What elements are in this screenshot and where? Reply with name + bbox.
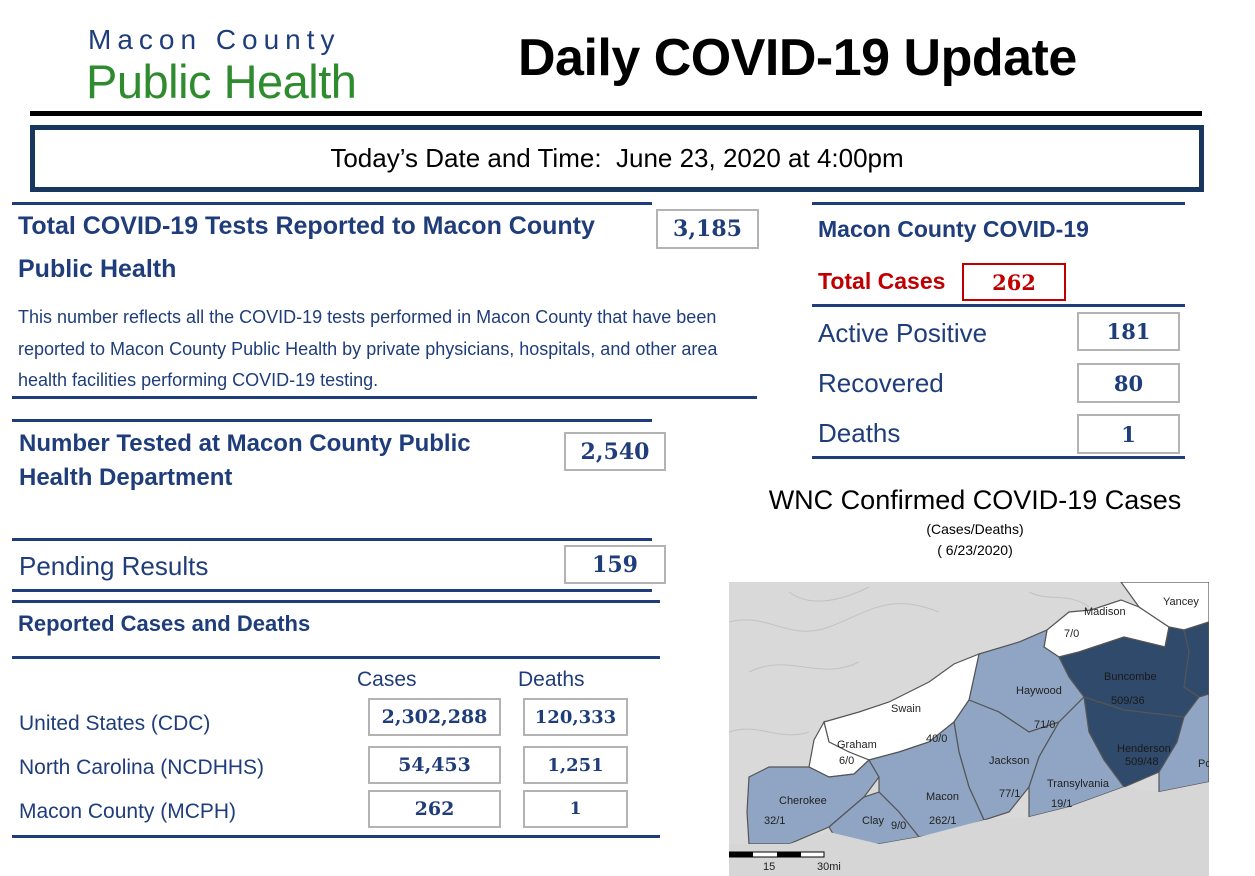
section-divider — [12, 419, 652, 422]
cases-column-header: Cases — [357, 668, 417, 691]
map-title: WNC Confirmed COVID-19 Cases — [768, 485, 1182, 515]
section-divider — [12, 202, 652, 205]
deaths-label: Deaths — [818, 418, 901, 448]
map-date: ( 6/23/2020) — [937, 542, 1013, 558]
active-positive-label: Active Positive — [818, 318, 988, 348]
map-label-madison: Madison — [1084, 606, 1126, 618]
wnc-county-map: Madison 7/0 Yancey Buncombe 509/36 Haywo… — [729, 582, 1209, 876]
section-divider — [812, 304, 1185, 307]
section-divider — [812, 202, 1185, 205]
map-label-graham: Graham — [837, 739, 877, 751]
map-value-cherokee: 32/1 — [764, 815, 785, 827]
page-title: Daily COVID-19 Update — [518, 29, 1077, 87]
reported-deaths-value: 120,333 — [523, 698, 628, 736]
date-time-banner: Today’s Date and Time: June 23, 2020 at … — [30, 125, 1204, 192]
section-divider — [812, 456, 1185, 459]
section-divider — [12, 589, 652, 592]
recovered-label: Recovered — [818, 368, 944, 398]
map-value-clay: 9/0 — [891, 820, 906, 832]
tested-at-mcph-heading-line2: Health Department — [19, 464, 233, 491]
reported-cases-value: 54,453 — [368, 746, 501, 784]
reported-row-label: Macon County (MCPH) — [19, 800, 237, 823]
active-positive-value: 181 — [1077, 312, 1180, 351]
map-label-yancey: Yancey — [1163, 596, 1199, 608]
reported-row-label: United States (CDC) — [19, 712, 211, 735]
reported-heading: Reported Cases and Deaths — [18, 611, 311, 636]
map-label-clay: Clay — [862, 815, 885, 827]
recovered-value: 80 — [1077, 363, 1180, 403]
map-value-buncombe: 509/36 — [1111, 695, 1145, 707]
map-value-madison: 7/0 — [1064, 628, 1079, 640]
section-divider — [12, 835, 660, 838]
deaths-value: 1 — [1077, 414, 1180, 454]
map-value-jackson: 77/1 — [999, 788, 1020, 800]
map-label-transylvania: Transylvania — [1047, 778, 1110, 790]
title-divider — [30, 111, 1202, 116]
map-label-cherokee: Cherokee — [779, 795, 827, 807]
map-scale-bar: 15 30mi — [729, 851, 841, 873]
reported-cases-value: 2,302,288 — [368, 698, 501, 736]
reported-cases-value: 262 — [368, 790, 501, 828]
map-value-swain: 40/0 — [926, 733, 947, 745]
map-label-swain: Swain — [891, 703, 921, 715]
tested-at-mcph-value: 2,540 — [564, 432, 666, 471]
map-value-graham: 6/0 — [839, 755, 854, 767]
section-divider — [12, 656, 660, 659]
map-label-haywood: Haywood — [1016, 685, 1062, 697]
total-tests-description: This number reflects all the COVID-19 te… — [18, 307, 718, 390]
total-tests-value: 3,185 — [656, 209, 759, 249]
map-value-henderson: 509/48 — [1125, 756, 1159, 768]
pending-label: Pending Results — [19, 551, 209, 581]
macon-summary-heading: Macon County COVID-19 — [818, 216, 1089, 242]
map-label-polk: Po — [1198, 758, 1209, 770]
deaths-column-header: Deaths — [518, 668, 585, 691]
map-value-transylvania: 19/1 — [1051, 798, 1072, 810]
county-east-edge — [1183, 621, 1209, 698]
section-divider — [12, 538, 652, 541]
logo-line-macon-county: Macon County — [88, 24, 341, 55]
map-label-henderson: Henderson — [1117, 743, 1171, 755]
reported-deaths-value: 1,251 — [523, 746, 628, 784]
section-divider — [12, 600, 660, 603]
logo-line-public-health: Public Health — [86, 55, 357, 108]
total-tests-heading-line2: Public Health — [18, 255, 177, 283]
tested-at-mcph-heading: Number Tested at Macon County Public — [19, 430, 471, 457]
scale-label-30mi: 30mi — [817, 861, 841, 873]
reported-deaths-value: 1 — [523, 790, 628, 828]
pending-value: 159 — [564, 545, 666, 584]
map-subtitle: (Cases/Deaths) — [926, 521, 1024, 537]
map-value-haywood: 71/0 — [1034, 719, 1055, 731]
map-label-buncombe: Buncombe — [1104, 671, 1157, 683]
scale-label-15: 15 — [763, 861, 775, 873]
total-cases-value: 262 — [962, 263, 1066, 301]
map-value-macon: 262/1 — [929, 815, 957, 827]
map-label-macon: Macon — [926, 791, 959, 803]
total-cases-label: Total Cases — [818, 268, 946, 294]
section-divider — [12, 396, 757, 399]
total-tests-heading: Total COVID-19 Tests Reported to Macon C… — [18, 212, 595, 240]
map-label-jackson: Jackson — [989, 755, 1029, 767]
reported-row-label: North Carolina (NCDHHS) — [19, 756, 265, 779]
